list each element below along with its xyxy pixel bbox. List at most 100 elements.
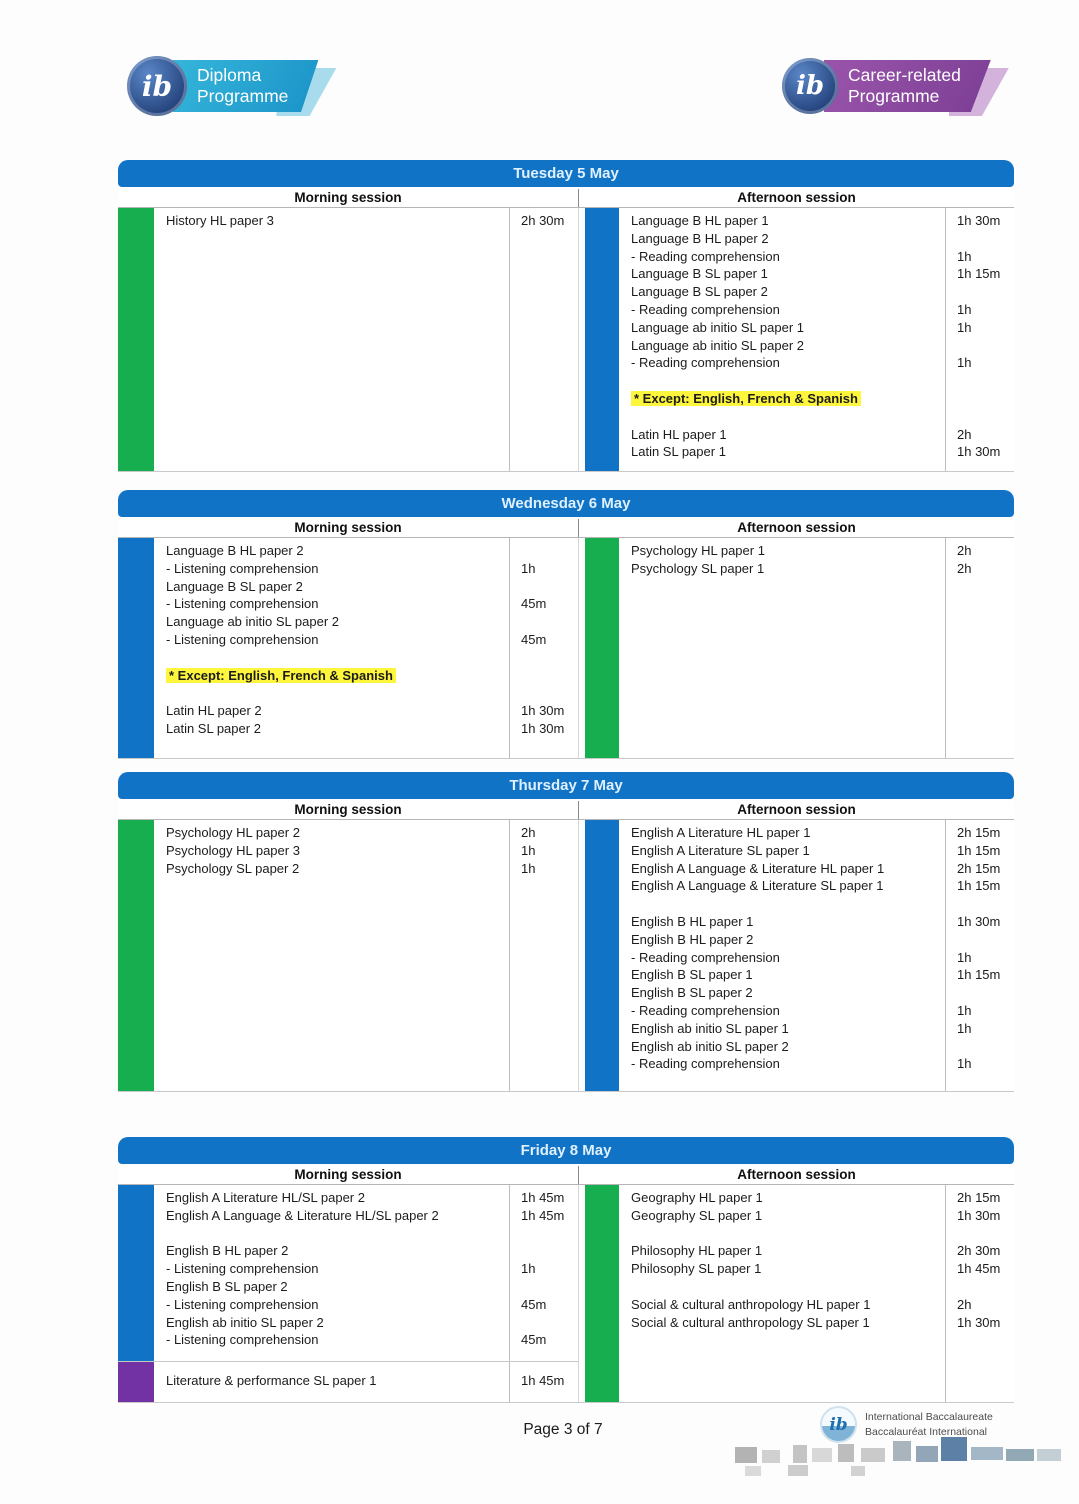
exam-name: English A Literature SL paper 1: [631, 842, 810, 858]
exam-row: Philosophy SL paper 1 1h 45m: [631, 1260, 1014, 1278]
exam-name: English A Literature HL/SL paper 2: [166, 1190, 365, 1205]
exam-row: Psychology SL paper 2 1h: [166, 860, 578, 878]
ib-circle-icon: ib: [127, 56, 187, 116]
session-content: English A Literature HL paper 1 2h 15m Eng…: [619, 820, 1014, 1091]
exam-duration: [510, 1278, 578, 1296]
morning-session-header: Morning session: [118, 189, 579, 207]
exam-row: Language B HL paper 2: [166, 542, 578, 560]
session-section: Psychology HL paper 2 2h Psychology HL pap…: [118, 820, 578, 1091]
exam-row: Language B HL paper 2: [631, 230, 1014, 248]
exam-row: - Reading comprehension 1h: [631, 949, 1014, 967]
exam-duration: 1h 30m: [957, 1314, 1001, 1330]
exam-row: English B SL paper 2: [631, 984, 1014, 1002]
exam-row: English A Language & Literature HL/SL pa…: [166, 1207, 578, 1225]
exam-row: English B SL paper 2: [166, 1278, 578, 1296]
exam-row: English A Language & Literature SL paper…: [631, 877, 1014, 895]
exam-row: Geography SL paper 1 1h 30m: [631, 1207, 1014, 1225]
session-content: English A Literature HL/SL paper 2 1h 45m…: [154, 1185, 578, 1361]
exam-name: Psychology HL paper 2: [166, 825, 300, 840]
exam-row: Language B HL paper 1 1h 30m: [631, 212, 1014, 230]
exam-row: [166, 1225, 578, 1243]
exam-name: [166, 649, 510, 667]
exam-row: Philosophy HL paper 1 2h 30m: [631, 1242, 1014, 1260]
session-headers: Morning session Afternoon session: [118, 1166, 1014, 1185]
morning-session: English A Literature HL/SL paper 2 1h 45m…: [118, 1185, 579, 1402]
exam-row: - Reading comprehension 1h: [631, 354, 1014, 372]
banner-line2: Programme: [848, 85, 940, 106]
green-session-bar: [118, 820, 154, 1091]
exam-row: Psychology SL paper 1 2h: [631, 560, 1014, 578]
diploma-programme-logo: ib Diploma Programme: [127, 56, 337, 117]
exam-duration: 1h: [957, 1056, 972, 1072]
exam-name: Psychology SL paper 1: [631, 560, 765, 576]
exam-duration: [946, 230, 1014, 248]
exam-row: English ab initio SL paper 2: [631, 1038, 1014, 1056]
afternoon-session: English A Literature HL paper 1 2h 15m Eng…: [579, 820, 1014, 1091]
exam-duration: 1h: [521, 1261, 536, 1277]
ib-circle-text: ib: [141, 69, 173, 103]
career-related-banner: Career-related Programme: [824, 59, 1009, 117]
highlighted-text: * Except: English, French & Spanish: [166, 667, 396, 683]
exam-row: [631, 372, 1014, 390]
exam-duration: 2h 30m: [521, 213, 565, 228]
ib-circle-text: ib: [795, 71, 825, 101]
exam-row: Literature & performance SL paper 1 1h 45…: [166, 1372, 578, 1390]
exam-name: - Listening comprehension: [166, 596, 319, 612]
exam-row: [631, 1278, 1014, 1296]
session-content: Literature & performance SL paper 1 1h 45…: [154, 1362, 578, 1402]
exam-name: Language B SL paper 2: [166, 578, 303, 594]
morning-session-header: Morning session: [118, 519, 579, 537]
exam-name: Language ab initio SL paper 2: [631, 337, 804, 353]
exam-row: [166, 649, 578, 667]
session-content: Language B HL paper 2 - Listening compreh…: [154, 538, 578, 758]
exam-duration: 45m: [521, 631, 547, 647]
session-section: Psychology HL paper 1 2h Psychology SL pap…: [579, 538, 1014, 758]
exception-note: * Except: English, French & Spanish: [166, 667, 510, 685]
exam-row: Geography HL paper 1 2h 15m: [631, 1189, 1014, 1207]
exam-name: [166, 1225, 510, 1243]
exam-row: Language B SL paper 2: [631, 283, 1014, 301]
exam-name: Geography HL paper 1: [631, 1190, 763, 1205]
afternoon-session: Geography HL paper 1 2h 15m Geography SL p…: [579, 1185, 1014, 1402]
afternoon-session-header: Afternoon session: [737, 190, 856, 205]
purple-session-bar: [118, 1362, 154, 1402]
day-table: Wednesday 6 May Morning session Afternoon …: [118, 490, 1014, 759]
exam-row: English A Language & Literature HL paper…: [631, 860, 1014, 878]
exam-name: Language ab initio SL paper 1: [631, 319, 804, 335]
exam-duration: [946, 895, 1014, 913]
exam-duration: 45m: [521, 1332, 547, 1348]
afternoon-session-header: Afternoon session: [737, 520, 856, 535]
ib-globe-icon: ib: [820, 1406, 857, 1443]
exam-duration: 2h 15m: [957, 860, 1001, 876]
day-table: Tuesday 5 May Morning session Afternoon se…: [118, 160, 1014, 472]
exam-row: English B HL paper 1 1h 30m: [631, 913, 1014, 931]
morning-session: Language B HL paper 2 - Listening compreh…: [118, 538, 579, 758]
blue-session-bar: [585, 820, 619, 1091]
exam-duration: 1h 30m: [957, 213, 1001, 228]
session-section: Language B HL paper 1 1h 30m Language B HL…: [579, 208, 1014, 471]
exam-row: English B HL paper 2: [166, 1242, 578, 1260]
exam-row: * Except: English, French & Spanish: [631, 390, 1014, 408]
exam-row: Social & cultural anthropology HL paper …: [631, 1296, 1014, 1314]
exam-duration: 1h: [521, 860, 536, 876]
exam-duration: 1h 45m: [521, 1373, 565, 1388]
exam-row: English A Literature SL paper 1 1h 15m: [631, 842, 1014, 860]
exam-duration: [510, 667, 578, 685]
exam-name: Language B HL paper 2: [166, 543, 304, 558]
exam-duration: 1h: [521, 560, 536, 576]
exam-duration: 2h: [957, 1296, 972, 1312]
exam-row: English B SL paper 1 1h 15m: [631, 966, 1014, 984]
exam-duration: [510, 1225, 578, 1243]
exam-duration: [946, 283, 1014, 301]
exam-name: Language B SL paper 1: [631, 266, 768, 282]
exam-name: - Reading comprehension: [631, 1056, 780, 1072]
footer-logo-line2: Baccalauréat International: [865, 1425, 987, 1438]
blue-session-bar: [585, 208, 619, 471]
morning-session-header: Morning session: [118, 1166, 579, 1184]
exam-row: Language ab initio SL paper 2: [166, 613, 578, 631]
morning-session-header: Morning session: [118, 801, 579, 819]
exam-duration: 1h 30m: [957, 913, 1001, 929]
green-session-bar: [118, 208, 154, 471]
exam-duration: 2h 15m: [957, 1190, 1001, 1205]
exam-name: English ab initio SL paper 2: [631, 1038, 789, 1054]
